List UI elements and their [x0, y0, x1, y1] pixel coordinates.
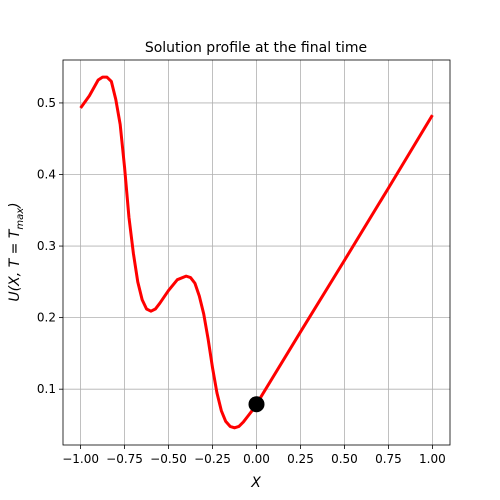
x-tick-label: 0.50	[331, 452, 358, 466]
x-tick-label: −0.25	[194, 452, 231, 466]
y-tick-label: 0.4	[37, 167, 56, 181]
x-tick-label: 0.00	[243, 452, 270, 466]
x-tick-label: −1.00	[62, 452, 99, 466]
y-tick-label: 0.1	[37, 382, 56, 396]
y-label-sub: max	[15, 208, 26, 230]
chart-title: Solution profile at the final time	[145, 40, 367, 56]
axes-frame	[62, 59, 451, 446]
y-label-part: )	[7, 202, 23, 208]
x-tick-label: −0.75	[106, 452, 143, 466]
x-tick-label: 1.00	[419, 452, 446, 466]
x-tick-label: 0.75	[375, 452, 402, 466]
y-tick-label: 0.5	[37, 96, 56, 110]
y-axis-label: U(X, T = Tmax)	[7, 202, 26, 301]
point-marker	[248, 396, 265, 413]
line-series	[79, 75, 434, 430]
x-tick-label: −0.50	[150, 452, 187, 466]
y-tick-label: 0.3	[37, 239, 56, 253]
x-axis-label: X	[250, 475, 261, 491]
y-label-part: U(X, T = T	[7, 228, 23, 301]
x-tick-label: 0.25	[287, 452, 314, 466]
y-tick-label: 0.2	[37, 311, 56, 325]
